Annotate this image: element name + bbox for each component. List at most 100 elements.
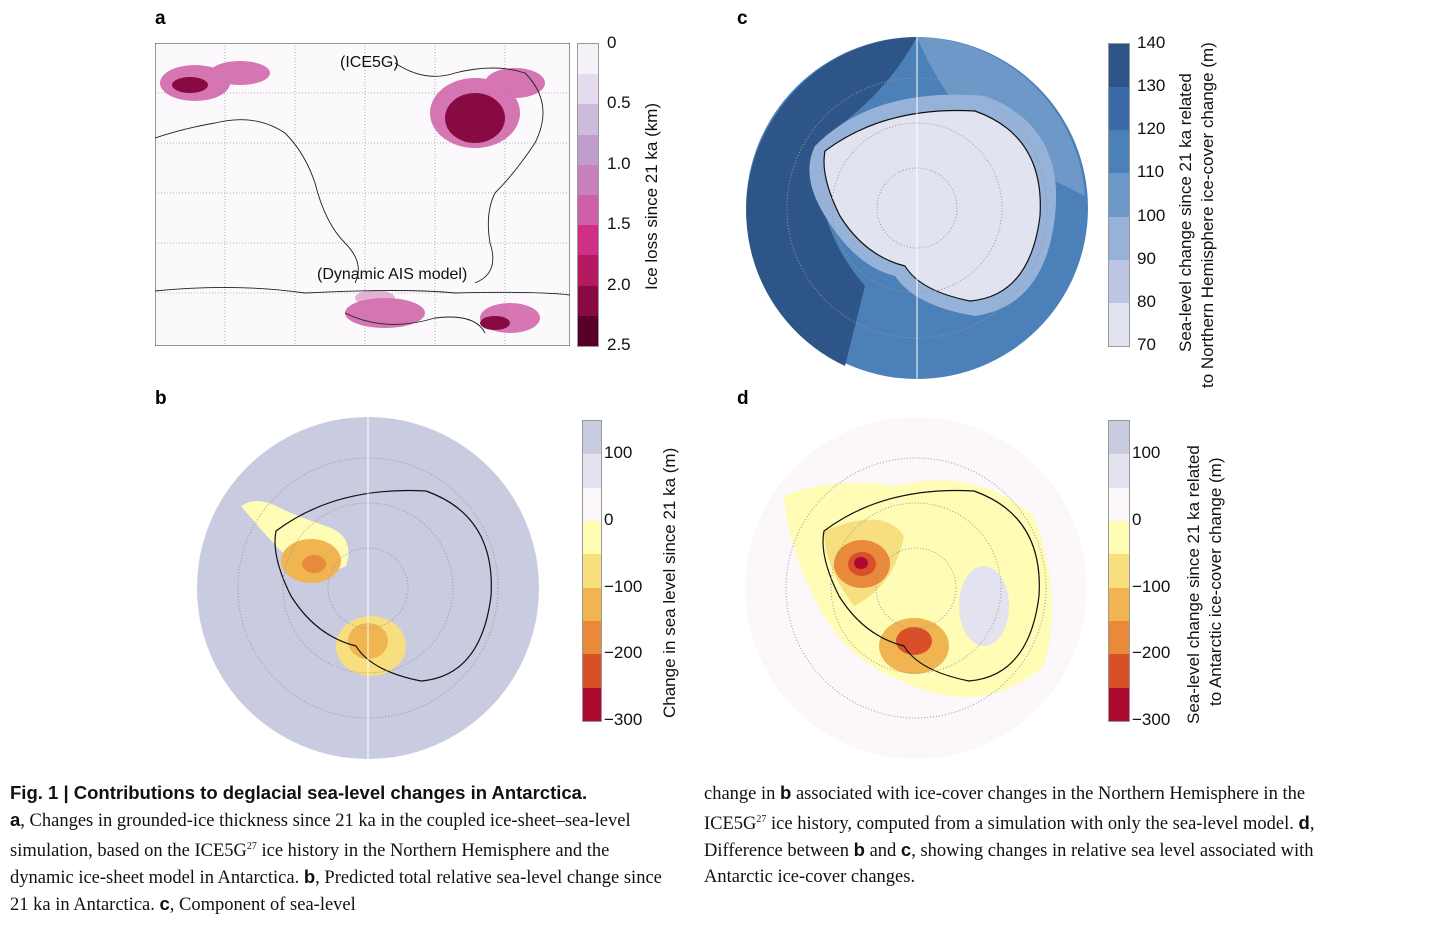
colorbar-a-bin <box>578 44 598 75</box>
caption-d-label: d <box>1298 812 1310 834</box>
colorbar-a-bin <box>578 195 598 226</box>
caption-d-and: and <box>864 841 901 862</box>
panel-label-b: b <box>155 388 167 409</box>
panel-label-d: d <box>737 388 749 409</box>
colorbar-c-bin <box>1109 87 1129 131</box>
caption-a-text2: ice history in the Northern Hemisphere a… <box>10 841 610 889</box>
caption-c-cont: change in <box>704 784 781 804</box>
caption-d-text: , Difference between <box>704 814 1315 862</box>
colorbar-b-bin <box>583 454 601 488</box>
colorbar-d-ticks: 100 0 −100 −200 −300 <box>1128 420 1178 729</box>
colorbar-d <box>1108 420 1130 722</box>
caption-d-ref-b: b <box>853 839 865 861</box>
colorbar-b-bin <box>583 520 601 555</box>
polar-map-c <box>746 36 1088 381</box>
caption-b-label: b <box>303 866 316 888</box>
colorbar-d-title-line1: Sea-level change since 21 ka related <box>1184 445 1203 724</box>
colorbar-b-bin <box>583 620 601 655</box>
colorbar-c-tick: 90 <box>1137 248 1156 268</box>
panel-a-top-label: (ICE5G) <box>340 54 399 71</box>
colorbar-a-bin <box>578 104 598 135</box>
colorbar-d-tick: 100 <box>1132 443 1161 463</box>
colorbar-b-bin <box>583 687 601 721</box>
world-map-ice-loss: (ICE5G) (Dynamic AIS model) <box>155 43 570 346</box>
caption-a-text: , Changes in grounded-ice thickness sinc… <box>10 811 631 862</box>
colorbar-c-bin <box>1109 130 1129 174</box>
colorbar-b-bin <box>583 587 601 621</box>
colorbar-b-tick: −200 <box>604 643 643 663</box>
colorbar-b-bin <box>583 421 601 455</box>
colorbar-c <box>1108 43 1130 347</box>
colorbar-c-tick: 80 <box>1137 291 1156 311</box>
colorbar-a-bin <box>578 74 598 105</box>
caption-c-label: c <box>159 893 170 915</box>
caption-ref-b: b <box>780 782 792 803</box>
caption-b-text: , Predicted total relative sea-level cha… <box>10 868 662 916</box>
colorbar-b-tick: −300 <box>604 710 643 729</box>
colorbar-c-tick: 140 <box>1137 33 1166 52</box>
colorbar-b-bin <box>583 654 601 688</box>
colorbar-a-tick: 0 <box>607 33 617 52</box>
caption-d-text2: , showing changes in relative sea level … <box>704 841 1314 888</box>
colorbar-c-bin <box>1109 302 1129 346</box>
caption-title: Fig. 1 | Contributions to deglacial sea-… <box>10 782 588 803</box>
colorbar-c-tick: 100 <box>1137 205 1166 225</box>
colorbar-c-bin <box>1109 259 1129 303</box>
colorbar-b-tick: 100 <box>604 443 633 463</box>
colorbar-d-title-line2: to Antarctic ice-cover change (m) <box>1206 457 1225 706</box>
polar-map-b <box>197 416 539 761</box>
colorbar-a-bin <box>578 255 598 286</box>
caption-right: change in b associated with ice-cover ch… <box>704 780 1364 890</box>
colorbar-d-bin <box>1109 554 1129 588</box>
caption-a-label: a <box>10 809 21 830</box>
caption-c-text3: ice history, computed from a simulation … <box>766 814 1299 835</box>
colorbar-c-bin <box>1109 216 1129 260</box>
colorbar-b-bin <box>583 554 601 588</box>
caption-ref2: 27 <box>756 814 767 825</box>
colorbar-d-tick: 0 <box>1132 510 1142 529</box>
colorbar-a-bin <box>578 164 598 196</box>
colorbar-a-tick: 1.0 <box>607 153 631 173</box>
colorbar-d-bin <box>1109 654 1129 688</box>
caption-left: Fig. 1 | Contributions to deglacial sea-… <box>10 780 675 918</box>
colorbar-a-bin <box>578 134 598 165</box>
colorbar-d-bin <box>1109 687 1129 721</box>
colorbar-c-title-line2: to Northern Hemisphere ice-cover change … <box>1198 42 1217 388</box>
colorbar-c-bin <box>1109 173 1129 217</box>
colorbar-d-tick: −100 <box>1132 576 1171 596</box>
panel-a-bottom-label: (Dynamic AIS model) <box>317 266 467 283</box>
colorbar-a-title: Ice loss since 21 ka (km) <box>642 102 661 290</box>
colorbar-b-tick: −100 <box>604 576 643 596</box>
panel-label-a: a <box>155 8 166 29</box>
colorbar-c-bin <box>1109 44 1129 88</box>
colorbar-c-tick: 120 <box>1137 119 1166 139</box>
colorbar-c-tick: 70 <box>1137 335 1156 354</box>
caption-d-ref-c: c <box>900 839 912 861</box>
colorbar-a-bin <box>578 285 598 316</box>
colorbar-d-bin <box>1109 454 1129 488</box>
colorbar-a-ticks: 0 0.5 1.0 1.5 2.0 2.5 <box>603 33 643 354</box>
colorbar-d-bin <box>1109 587 1129 621</box>
colorbar-d-bin <box>1109 421 1129 455</box>
colorbar-c-ticks: 140 130 120 110 100 90 80 70 <box>1133 33 1173 354</box>
panel-label-c: c <box>737 8 748 29</box>
polar-map-d <box>745 417 1087 759</box>
colorbar-a-tick: 2.5 <box>607 335 631 354</box>
colorbar-a <box>577 43 599 347</box>
colorbar-d-tick: −300 <box>1132 710 1171 729</box>
caption-ref: 27 <box>246 841 257 852</box>
colorbar-d-bin <box>1109 620 1129 655</box>
colorbar-a-tick: 0.5 <box>607 93 631 113</box>
colorbar-c-tick: 110 <box>1137 162 1165 182</box>
colorbar-b <box>582 420 602 722</box>
colorbar-d-bin <box>1109 487 1129 521</box>
colorbar-a-bin <box>578 225 598 256</box>
colorbar-a-tick: 2.0 <box>607 274 631 294</box>
colorbar-d-bin <box>1109 520 1129 555</box>
colorbar-b-ticks: 100 0 −100 −200 −300 <box>600 420 650 729</box>
colorbar-c-tick: 130 <box>1137 76 1166 96</box>
colorbar-a-bin <box>578 315 598 347</box>
colorbar-a-tick: 1.5 <box>607 214 631 234</box>
caption-c-text: , Component of sea-level <box>169 895 356 916</box>
colorbar-b-tick: 0 <box>604 510 614 529</box>
